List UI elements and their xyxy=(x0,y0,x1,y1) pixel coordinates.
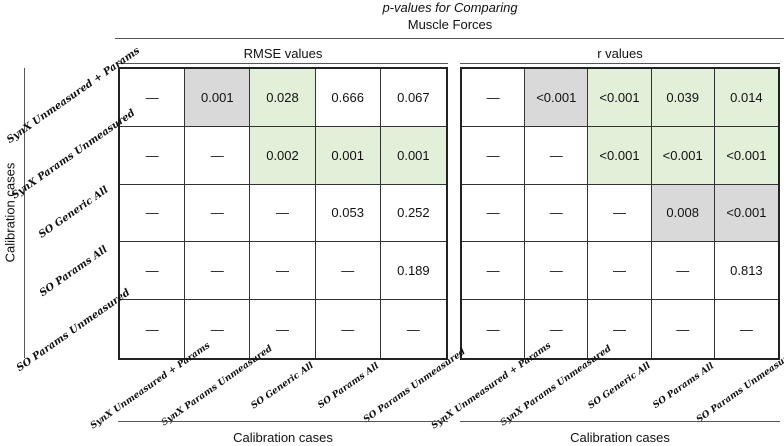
column-label: SO Params Unmeasured xyxy=(695,347,784,425)
table-cell: — xyxy=(525,242,589,301)
row-label-text: SO Params All xyxy=(37,244,110,300)
table-cell: — xyxy=(185,126,251,185)
table-cell: — xyxy=(525,126,589,185)
table-cell: 0.053 xyxy=(315,184,381,243)
x-axis-line-r xyxy=(460,421,780,422)
table-cell: 0.014 xyxy=(714,69,778,127)
table-cell: — xyxy=(120,69,186,127)
table-cell: <0.001 xyxy=(525,69,589,127)
x-axis-label-r: Calibration cases xyxy=(570,430,670,445)
title-line-1: p-values for Comparing xyxy=(382,0,518,15)
table-cell: — xyxy=(739,321,753,337)
table-cell: 0.002 xyxy=(250,126,316,185)
table-cell: — xyxy=(315,242,381,301)
table-cell: 0.001 xyxy=(380,126,446,185)
table-cell: — xyxy=(185,184,251,243)
table-cell: 0.666 xyxy=(315,69,381,127)
table-cell: 0.252 xyxy=(380,185,446,243)
rmse-grid: —0.001 0.028 0.666 0.067— —0.002 0.001 0.001— —… xyxy=(118,67,448,360)
table-cell: <0.001 xyxy=(588,69,652,127)
table-cell: 0.008 xyxy=(651,184,715,243)
column-label-text: SO Params All xyxy=(316,360,382,411)
table-cell: — xyxy=(462,242,526,301)
table-cell: 0.039 xyxy=(651,69,715,127)
table-cell: — xyxy=(406,321,420,337)
row-label: SO Generic All xyxy=(30,184,118,243)
table-cell: <0.001 xyxy=(651,126,715,185)
table-cell: — xyxy=(525,300,589,358)
table-cell: — xyxy=(462,126,526,185)
table-cell: — xyxy=(525,184,589,243)
section-underline-r xyxy=(460,63,780,64)
column-label: SO Params Unmeasured xyxy=(362,347,468,425)
y-axis-label: Calibration cases xyxy=(2,162,18,263)
table-cell: 0.189 xyxy=(380,242,446,301)
row-label-text: SO Params Unmeasured xyxy=(15,286,133,374)
table-cell: — xyxy=(120,126,186,185)
row-label: SO Params Unmeasured xyxy=(15,287,132,374)
x-axis-label-rmse: Calibration cases xyxy=(233,430,333,445)
title-underline xyxy=(115,38,784,39)
table-cell: — xyxy=(185,300,251,358)
table-cell: — xyxy=(462,184,526,243)
table-cell: 0.001 xyxy=(185,69,251,127)
table-cell: — xyxy=(250,242,316,301)
table-cell: 0.067 xyxy=(380,69,446,127)
table-cell: — xyxy=(250,300,316,358)
table-cell: — xyxy=(588,242,652,301)
table-cell: — xyxy=(120,242,186,301)
table-cell: — xyxy=(652,300,715,358)
row-label-text: SO Generic All xyxy=(36,185,111,242)
row-label: SO Params All xyxy=(30,243,118,302)
table-cell: — xyxy=(120,184,186,243)
section-underline-rmse xyxy=(118,63,448,64)
section-label-r: r values xyxy=(597,46,643,61)
table-cell: — xyxy=(316,300,381,358)
table-cell: 0.028 xyxy=(250,69,316,127)
table-cell: — xyxy=(588,300,652,358)
x-axis-line-rmse xyxy=(118,421,448,422)
row-label: SynX Params Unmeasured xyxy=(10,108,137,202)
column-label: SO Params All xyxy=(316,360,382,411)
column-label-text: SO Generic All xyxy=(586,360,653,411)
column-label: SynX Params Unmeasured xyxy=(498,343,613,427)
table-cell: <0.001 xyxy=(588,126,652,185)
r-grid: — <0.001 <0.001 0.039 0.014— — <0.001 <0.001 <0.… xyxy=(460,67,780,360)
y-axis-line xyxy=(24,68,25,358)
table-cell: <0.001 xyxy=(714,184,778,243)
table-cell: — xyxy=(588,184,652,243)
table-cell: — xyxy=(462,69,526,127)
column-label: SynX Unmeasured + Params xyxy=(430,340,553,431)
table-cell: — xyxy=(462,300,526,358)
column-label: SO Generic All xyxy=(249,360,316,411)
table-cell: 0.813 xyxy=(714,242,778,301)
column-label: SynX Unmeasured + Params xyxy=(89,340,212,431)
title-line-2: Muscle Forces xyxy=(407,17,493,32)
column-label-text: SO Params All xyxy=(651,360,717,411)
table-cell: — xyxy=(185,242,251,301)
column-label: SO Generic All xyxy=(586,360,653,411)
column-label: SynX Params Unmeasured xyxy=(159,343,274,427)
column-label-text: SO Generic All xyxy=(249,360,316,411)
table-cell: — xyxy=(120,300,186,358)
column-label: SO Params All xyxy=(651,360,717,411)
table-cell: 0.001 xyxy=(315,126,381,185)
row-label: SynX Unmeasured + Params xyxy=(5,46,142,147)
table-cell: <0.001 xyxy=(714,126,778,185)
table-cell: — xyxy=(651,242,715,301)
table-cell: — xyxy=(250,184,316,243)
section-label-rmse: RMSE values xyxy=(243,46,323,61)
